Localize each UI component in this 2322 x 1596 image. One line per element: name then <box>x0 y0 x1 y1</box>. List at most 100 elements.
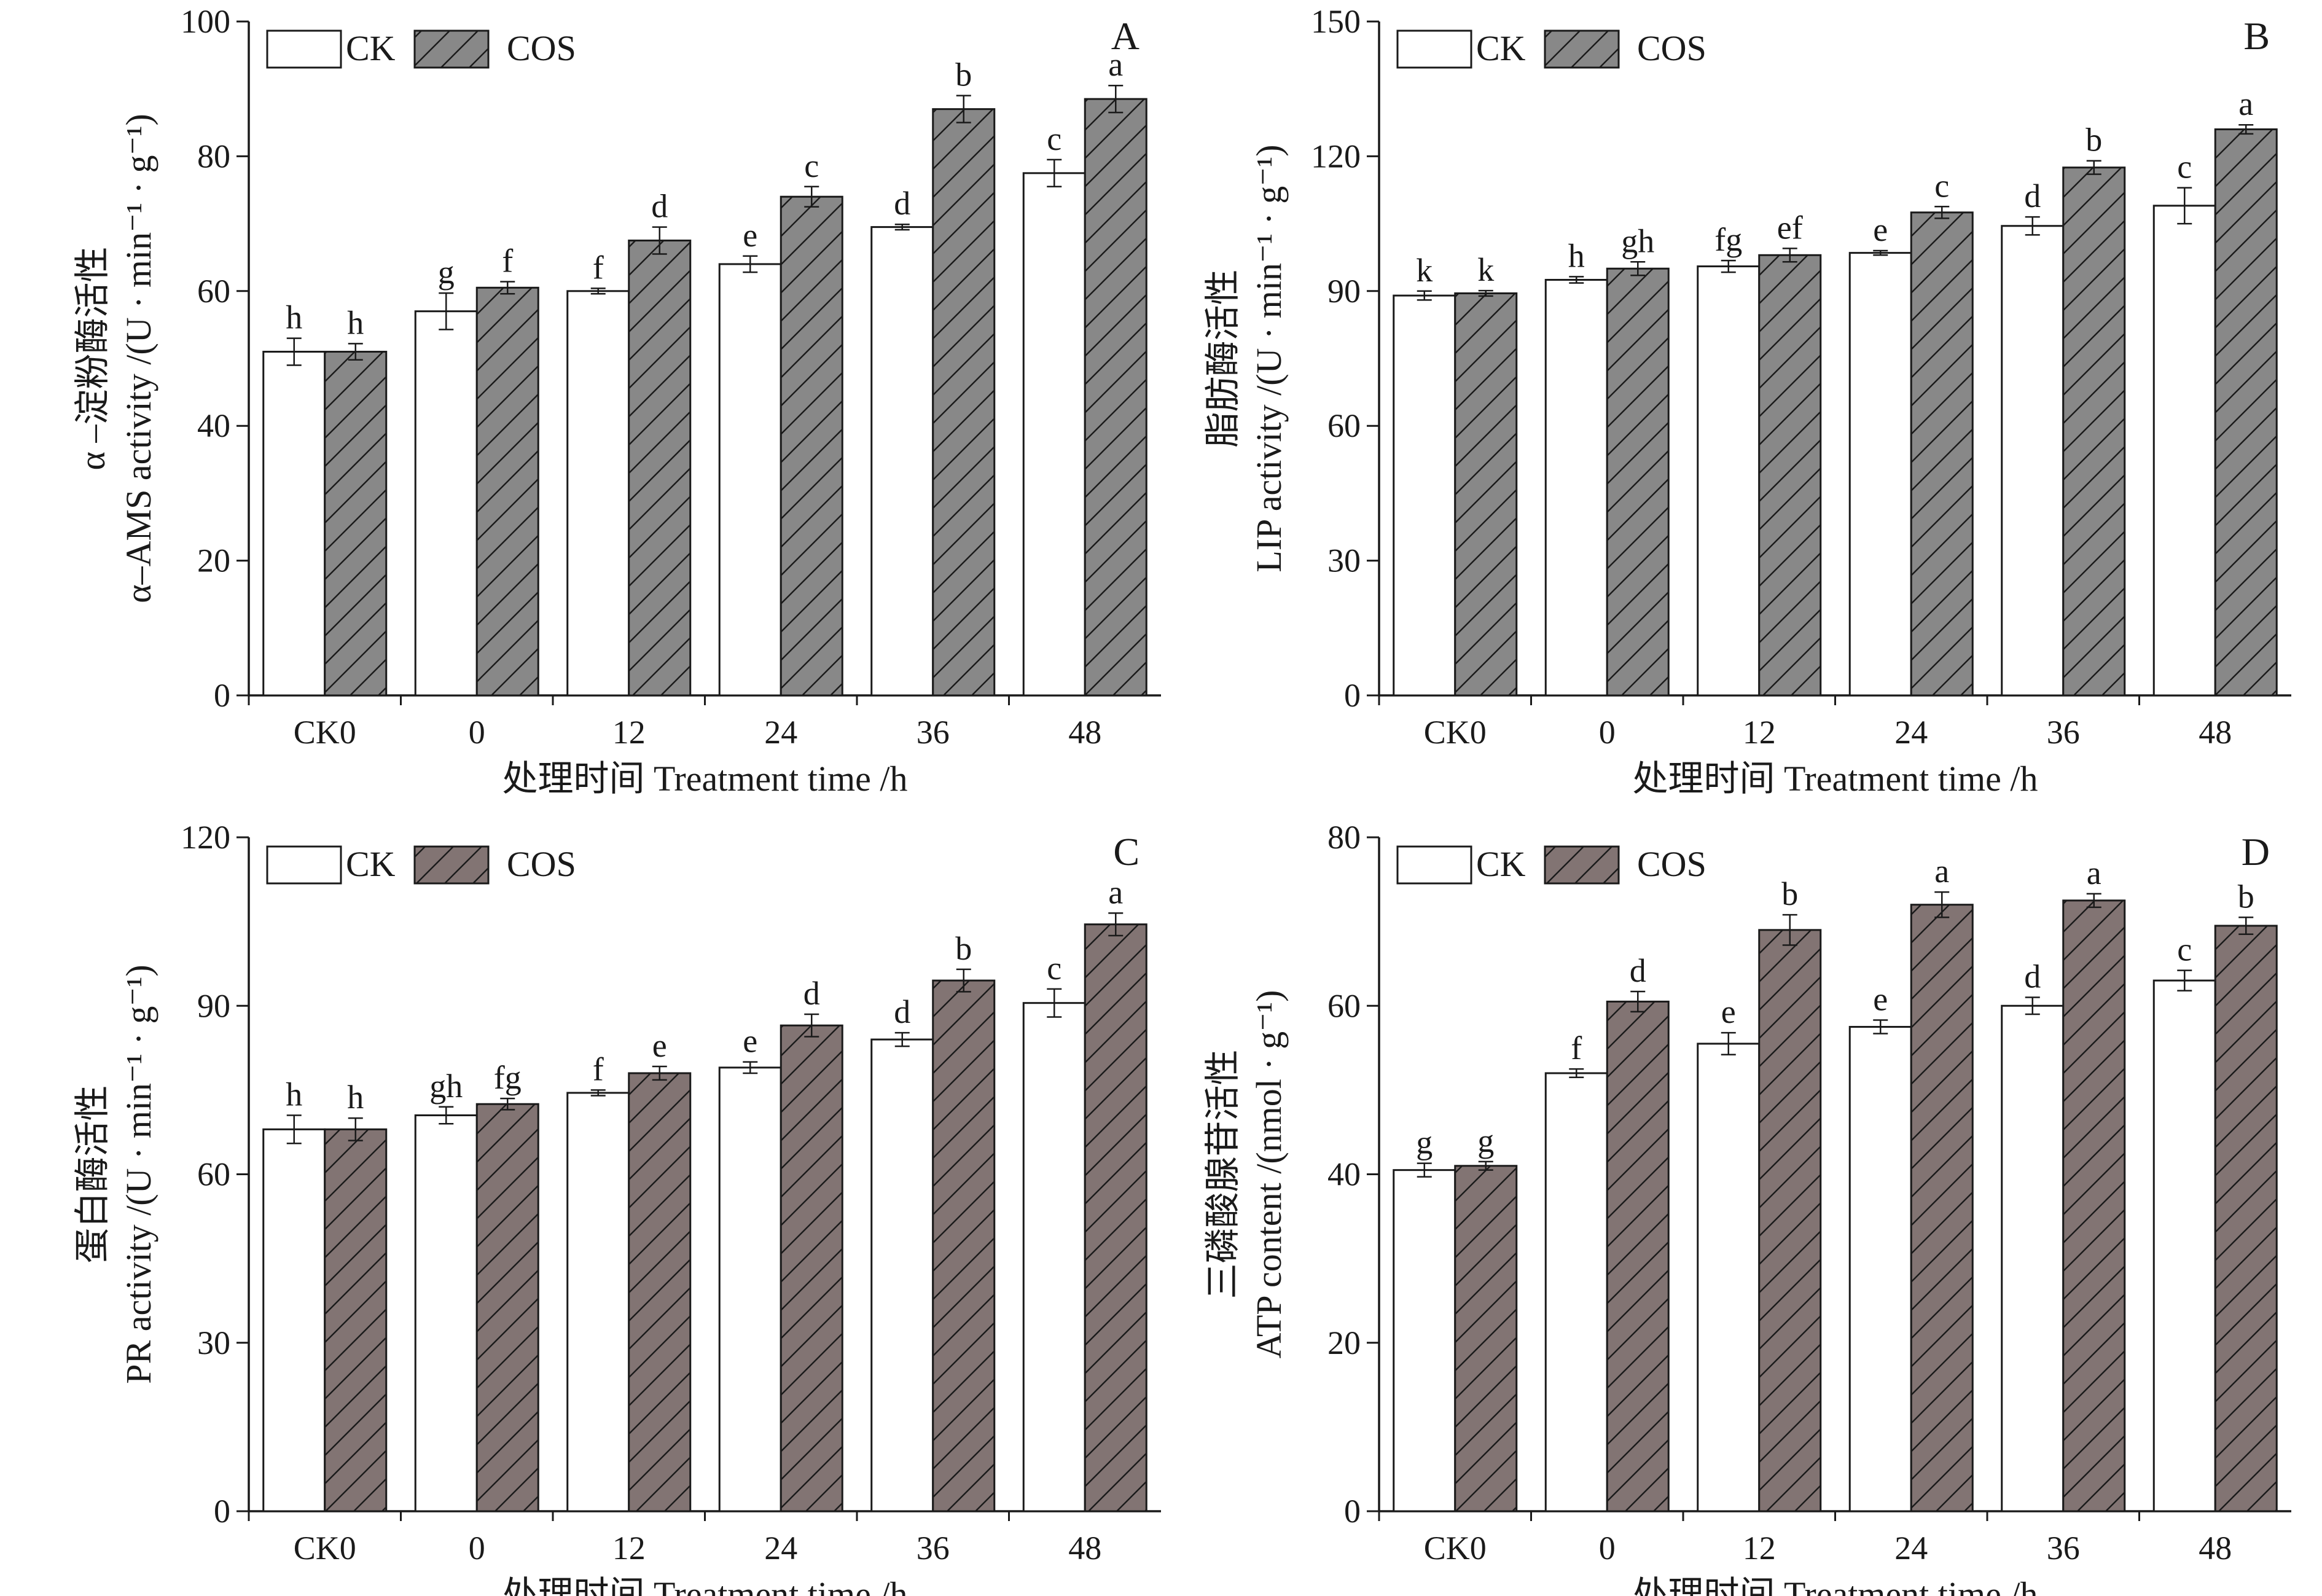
y-tick-label: 0 <box>214 677 230 714</box>
significance-label: a <box>1108 874 1123 910</box>
error-bar <box>1047 988 1062 1018</box>
y-axis-label-en: PR activity /(U · min⁻¹ · g⁻¹) <box>119 964 158 1383</box>
y-axis-label-cn: 脂肪酶活性 <box>1203 269 1243 447</box>
legend: CK COS <box>1396 28 1706 69</box>
y-axis-label-en: ATP content /(nmol · g⁻¹) <box>1249 990 1289 1359</box>
x-tick-label: 0 <box>1599 714 1616 751</box>
significance-label: b <box>2238 878 2254 915</box>
error-bar <box>348 1117 363 1141</box>
y-tick-label: 60 <box>1327 407 1361 444</box>
error-bar <box>1630 990 1646 1013</box>
error-bar <box>1934 206 1950 219</box>
significance-label: d <box>2024 178 2041 214</box>
error-bar <box>590 288 606 295</box>
significance-label: a <box>1934 853 1949 890</box>
legend-swatch-cos <box>413 845 490 885</box>
bar-cos <box>780 1024 843 1512</box>
error-bar <box>1873 249 1888 256</box>
y-tick-label: 120 <box>1311 138 1361 174</box>
error-bar <box>894 223 910 231</box>
chart-panel-d: 0 20 40 60 80 CK0 g g 0 f d 12 e b 24 e a 36 d a 48 c b 处理时间 Tr… <box>1203 819 2291 1596</box>
error-bar <box>2025 216 2040 236</box>
bar-ck <box>2001 225 2065 697</box>
x-tick-label: CK0 <box>1424 714 1487 751</box>
y-tick-label: 90 <box>1327 273 1361 310</box>
y-tick-label: 40 <box>1327 1156 1361 1193</box>
bar-ck <box>1544 1072 1608 1512</box>
bar-cos <box>932 979 996 1512</box>
error-bar <box>439 1106 454 1125</box>
error-bar <box>652 226 667 255</box>
x-axis-label: 处理时间 Treatment time /h <box>1633 759 2038 799</box>
bar-ck <box>566 290 630 697</box>
bar-cos <box>2214 925 2278 1512</box>
significance-label: d <box>803 975 820 1012</box>
y-axis-label-en: LIP activity /(U · min⁻¹ · g⁻¹) <box>1249 144 1289 572</box>
y-tick-label: 30 <box>1327 542 1361 579</box>
error-bar <box>1630 261 1646 276</box>
error-bar <box>1478 289 1493 297</box>
significance-label: e <box>743 1023 757 1060</box>
bar-cos <box>475 1103 539 1512</box>
legend-swatch-cos <box>1544 845 1620 885</box>
x-axis-label: 处理时间 Treatment time /h <box>502 1574 908 1596</box>
error-bar <box>2177 969 2192 992</box>
bar-cos <box>1606 1000 1670 1512</box>
error-bar <box>2086 160 2101 175</box>
error-bar <box>286 337 302 366</box>
bar-ck <box>262 1128 326 1512</box>
x-tick-label: 24 <box>764 1530 797 1567</box>
significance-label: b <box>2086 122 2102 158</box>
x-tick-label: 12 <box>1743 1530 1776 1567</box>
bar-ck <box>1022 1002 1086 1512</box>
y-tick-label: 120 <box>181 819 230 856</box>
error-bar <box>286 1114 302 1144</box>
error-bar <box>439 292 454 331</box>
error-bar <box>804 1013 819 1038</box>
significance-label: fg <box>1714 221 1742 258</box>
x-tick-label: CK0 <box>1424 1530 1487 1567</box>
y-tick-label: 20 <box>1327 1324 1361 1361</box>
error-bar <box>1478 1160 1493 1171</box>
bar-cos <box>1454 292 1518 697</box>
panel-label: C <box>1113 830 1140 874</box>
error-bar <box>1721 1031 1736 1056</box>
significance-label: g <box>1477 1122 1494 1159</box>
error-bar <box>1047 158 1062 188</box>
significance-label: k <box>1416 252 1433 289</box>
error-bar <box>1782 248 1797 263</box>
significance-label: c <box>804 147 819 184</box>
bar-ck <box>1544 279 1608 697</box>
bar-ck <box>414 310 478 697</box>
significance-label: d <box>894 185 910 222</box>
significance-label: h <box>1568 237 1585 274</box>
legend-label-cos: COS <box>507 844 576 884</box>
legend-swatch-ck <box>266 845 342 885</box>
y-tick-label: 60 <box>1327 987 1361 1024</box>
bar-cos <box>628 240 692 697</box>
x-tick-label: 36 <box>917 1530 950 1567</box>
significance-label: a <box>2087 855 2101 891</box>
significance-label: g <box>438 254 455 291</box>
error-bar <box>1934 891 1950 918</box>
bar-cos <box>1758 254 1822 697</box>
bar-ck <box>1848 252 1912 697</box>
significance-label: b <box>955 57 972 93</box>
bar-ck <box>1697 265 1761 697</box>
significance-label: d <box>651 188 668 225</box>
bar-cos <box>1910 211 1974 697</box>
legend-swatch-cos <box>413 29 490 69</box>
legend-label-cos: COS <box>1637 844 1706 884</box>
significance-label: f <box>593 1050 604 1087</box>
legend-label-cos: COS <box>507 28 576 68</box>
error-bar <box>500 281 515 295</box>
legend-swatch-ck <box>1396 845 1472 885</box>
significance-label: h <box>347 304 364 341</box>
x-tick-label: 36 <box>917 714 950 751</box>
significance-label: a <box>2238 85 2253 122</box>
significance-label: c <box>1047 950 1061 987</box>
bar-ck <box>566 1092 630 1512</box>
error-bar <box>743 1061 758 1074</box>
significance-label: f <box>593 249 604 286</box>
